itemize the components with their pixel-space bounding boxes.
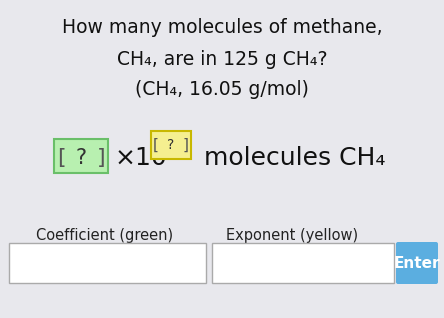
Text: ×10: ×10 [115,146,168,170]
FancyBboxPatch shape [396,242,438,284]
Text: CH₄, are in 125 g CH₄?: CH₄, are in 125 g CH₄? [117,50,327,69]
Text: [: [ [57,148,66,168]
FancyBboxPatch shape [9,243,206,283]
Text: ?: ? [167,138,174,152]
Text: Enter: Enter [394,255,440,271]
FancyBboxPatch shape [212,243,394,283]
Text: How many molecules of methane,: How many molecules of methane, [62,18,382,37]
Text: Coefficient (green): Coefficient (green) [36,228,174,243]
Text: molecules CH₄: molecules CH₄ [196,146,385,170]
Text: ]: ] [96,148,105,168]
Text: (CH₄, 16.05 g/mol): (CH₄, 16.05 g/mol) [135,80,309,99]
Text: ?: ? [75,148,87,168]
Text: ]: ] [183,137,189,153]
Text: [: [ [153,137,159,153]
FancyBboxPatch shape [151,131,191,159]
FancyBboxPatch shape [54,139,108,173]
Text: Exponent (yellow): Exponent (yellow) [226,228,358,243]
